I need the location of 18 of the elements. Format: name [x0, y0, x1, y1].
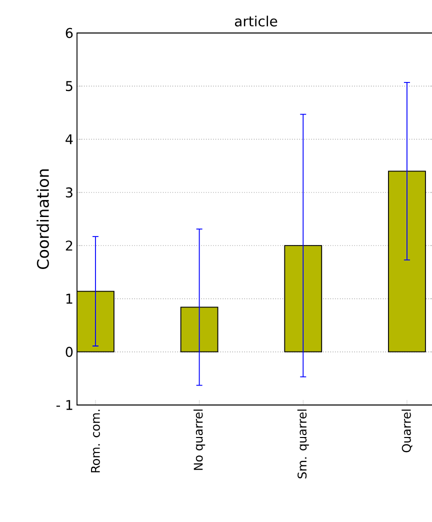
y-tick-label: 6	[66, 28, 73, 38]
y-tick-label: 2	[66, 240, 72, 251]
x-tick-label: No quarrel	[194, 410, 206, 470]
y-axis-title: Coordination	[36, 169, 49, 270]
y-tick-label: 5	[66, 81, 72, 92]
y-tick-label: 4	[66, 134, 73, 144]
bar	[180, 306, 218, 352]
bar	[77, 290, 114, 352]
y-tick-label: 0	[66, 346, 73, 357]
x-tick-label: Rom. com.	[91, 410, 100, 472]
bar	[284, 245, 322, 352]
x-tick-label: Sm. quarrel	[297, 410, 309, 478]
chart-title: article	[234, 16, 278, 27]
y-tick-label: 1	[66, 294, 72, 304]
bar	[388, 170, 426, 352]
y-tick-label: - 1	[56, 400, 72, 410]
x-tick-label: Quarrel	[402, 410, 412, 452]
y-tick-label: 3	[66, 187, 72, 198]
